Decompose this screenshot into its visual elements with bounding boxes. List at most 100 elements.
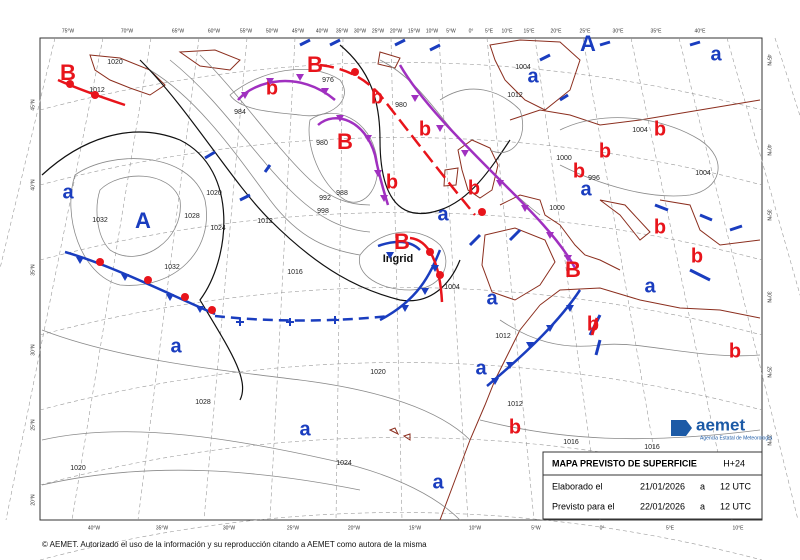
front-triangle [121, 274, 129, 281]
longitude-label: 15°W [409, 525, 422, 531]
longitude-label: 40°E [695, 28, 707, 34]
latitude-label: 40°N [30, 179, 36, 191]
front-semicircle [426, 248, 434, 256]
meridian [678, 37, 799, 521]
cold-front [377, 240, 421, 251]
latitude-label: 25°N [30, 419, 36, 431]
secondary-low: b [654, 118, 666, 140]
latitude-label: 40°N [766, 144, 772, 156]
meridian [630, 37, 733, 521]
isobar-label: 1004 [444, 284, 460, 291]
high-center: A [135, 208, 151, 233]
meridian [71, 37, 152, 521]
graticule [0, 37, 800, 560]
storm-name: Ingrid [383, 253, 414, 265]
latitude-label: 30°N [766, 291, 772, 303]
longitude-label: 25°E [580, 28, 592, 34]
longitude-label: 5°E [666, 525, 675, 531]
info-sep: a [700, 501, 705, 511]
secondary-high: a [644, 275, 656, 297]
longitude-label: 10°W [426, 28, 439, 34]
secondary-low: b [729, 340, 741, 362]
longitude-label: 5°E [485, 28, 494, 34]
isobar [339, 44, 511, 215]
longitude-label: 70°W [121, 28, 134, 34]
trough-segment [590, 317, 599, 336]
longitude-label: 35°W [336, 28, 349, 34]
secondary-low: b [509, 416, 521, 438]
coastlines [89, 39, 761, 521]
meridian [438, 37, 469, 521]
secondary-low: b [691, 245, 703, 267]
low-center: B [307, 52, 323, 77]
front-triangle [564, 255, 572, 262]
info-time: 12 UTC [720, 501, 752, 511]
secondary-high: a [170, 335, 182, 357]
front-triangle [526, 342, 534, 349]
meridian [269, 37, 296, 521]
isobar-label: 1020 [370, 369, 386, 376]
lead-time: H+24 [723, 458, 745, 468]
secondary-low: b [468, 177, 480, 199]
longitude-label: 25°W [372, 28, 385, 34]
longitude-label: 35°E [651, 28, 663, 34]
front-semicircle [351, 68, 359, 76]
isobar-label: 988 [336, 190, 348, 197]
logo-name: aemet [696, 415, 745, 434]
longitude-label: 10°E [502, 28, 514, 34]
latitude-label: 35°N [30, 264, 36, 276]
longitude-label: 45°W [292, 28, 305, 34]
latitude-label: 25°N [766, 366, 772, 378]
front-triangle [364, 135, 372, 142]
isobar-label: 1004 [515, 64, 531, 71]
secondary-high: a [62, 181, 74, 203]
longitude-label: 20°W [348, 525, 361, 531]
front-triangle [166, 294, 174, 301]
isobar-label: 976 [322, 77, 334, 84]
coastline [599, 199, 651, 241]
info-date: 21/01/2026 [640, 481, 685, 491]
latitude-label: 45°N [30, 99, 36, 111]
front-semicircle [96, 258, 104, 266]
front-triangle [431, 265, 439, 272]
longitude-label: 35°W [156, 525, 169, 531]
low-center: B [565, 257, 581, 282]
parallel [39, 62, 763, 111]
isobar-label: 1032 [164, 264, 180, 271]
front-triangle [506, 362, 514, 369]
secondary-high: a [432, 471, 444, 493]
secondary-high: a [527, 65, 539, 87]
isobar-label: 1016 [563, 439, 579, 446]
front-semicircle [436, 271, 444, 279]
isobar-label: 1012 [507, 401, 523, 408]
isobar-label: 1020 [70, 465, 86, 472]
longitude-label: 30°W [223, 525, 236, 531]
isobar [41, 131, 244, 401]
secondary-high: a [437, 203, 449, 225]
front-triangle [76, 257, 84, 264]
meridian [774, 37, 800, 117]
isobar [149, 69, 361, 256]
longitude-label: 40°W [88, 525, 101, 531]
info-date: 22/01/2026 [640, 501, 685, 511]
front-triangle [321, 88, 329, 95]
isobar-label: 1012 [89, 87, 105, 94]
trough-cross [236, 318, 244, 326]
front-triangle [196, 306, 204, 313]
front-triangle [491, 378, 499, 385]
warm-front [319, 63, 476, 216]
parallel [39, 512, 763, 560]
front-triangle [421, 288, 429, 295]
front-triangle [241, 92, 249, 99]
isobar [169, 59, 371, 233]
trough-cross [286, 318, 294, 326]
isobar-label: 1020 [107, 59, 123, 66]
front-triangle [546, 325, 554, 332]
meridian [137, 37, 200, 521]
isobar-label: 996 [588, 175, 600, 182]
meridian [486, 37, 535, 521]
isobar-label: 984 [234, 109, 246, 116]
isobar-label: 1012 [257, 218, 273, 225]
secondary-high: a [710, 43, 722, 65]
isobar-label: 1012 [495, 333, 511, 340]
